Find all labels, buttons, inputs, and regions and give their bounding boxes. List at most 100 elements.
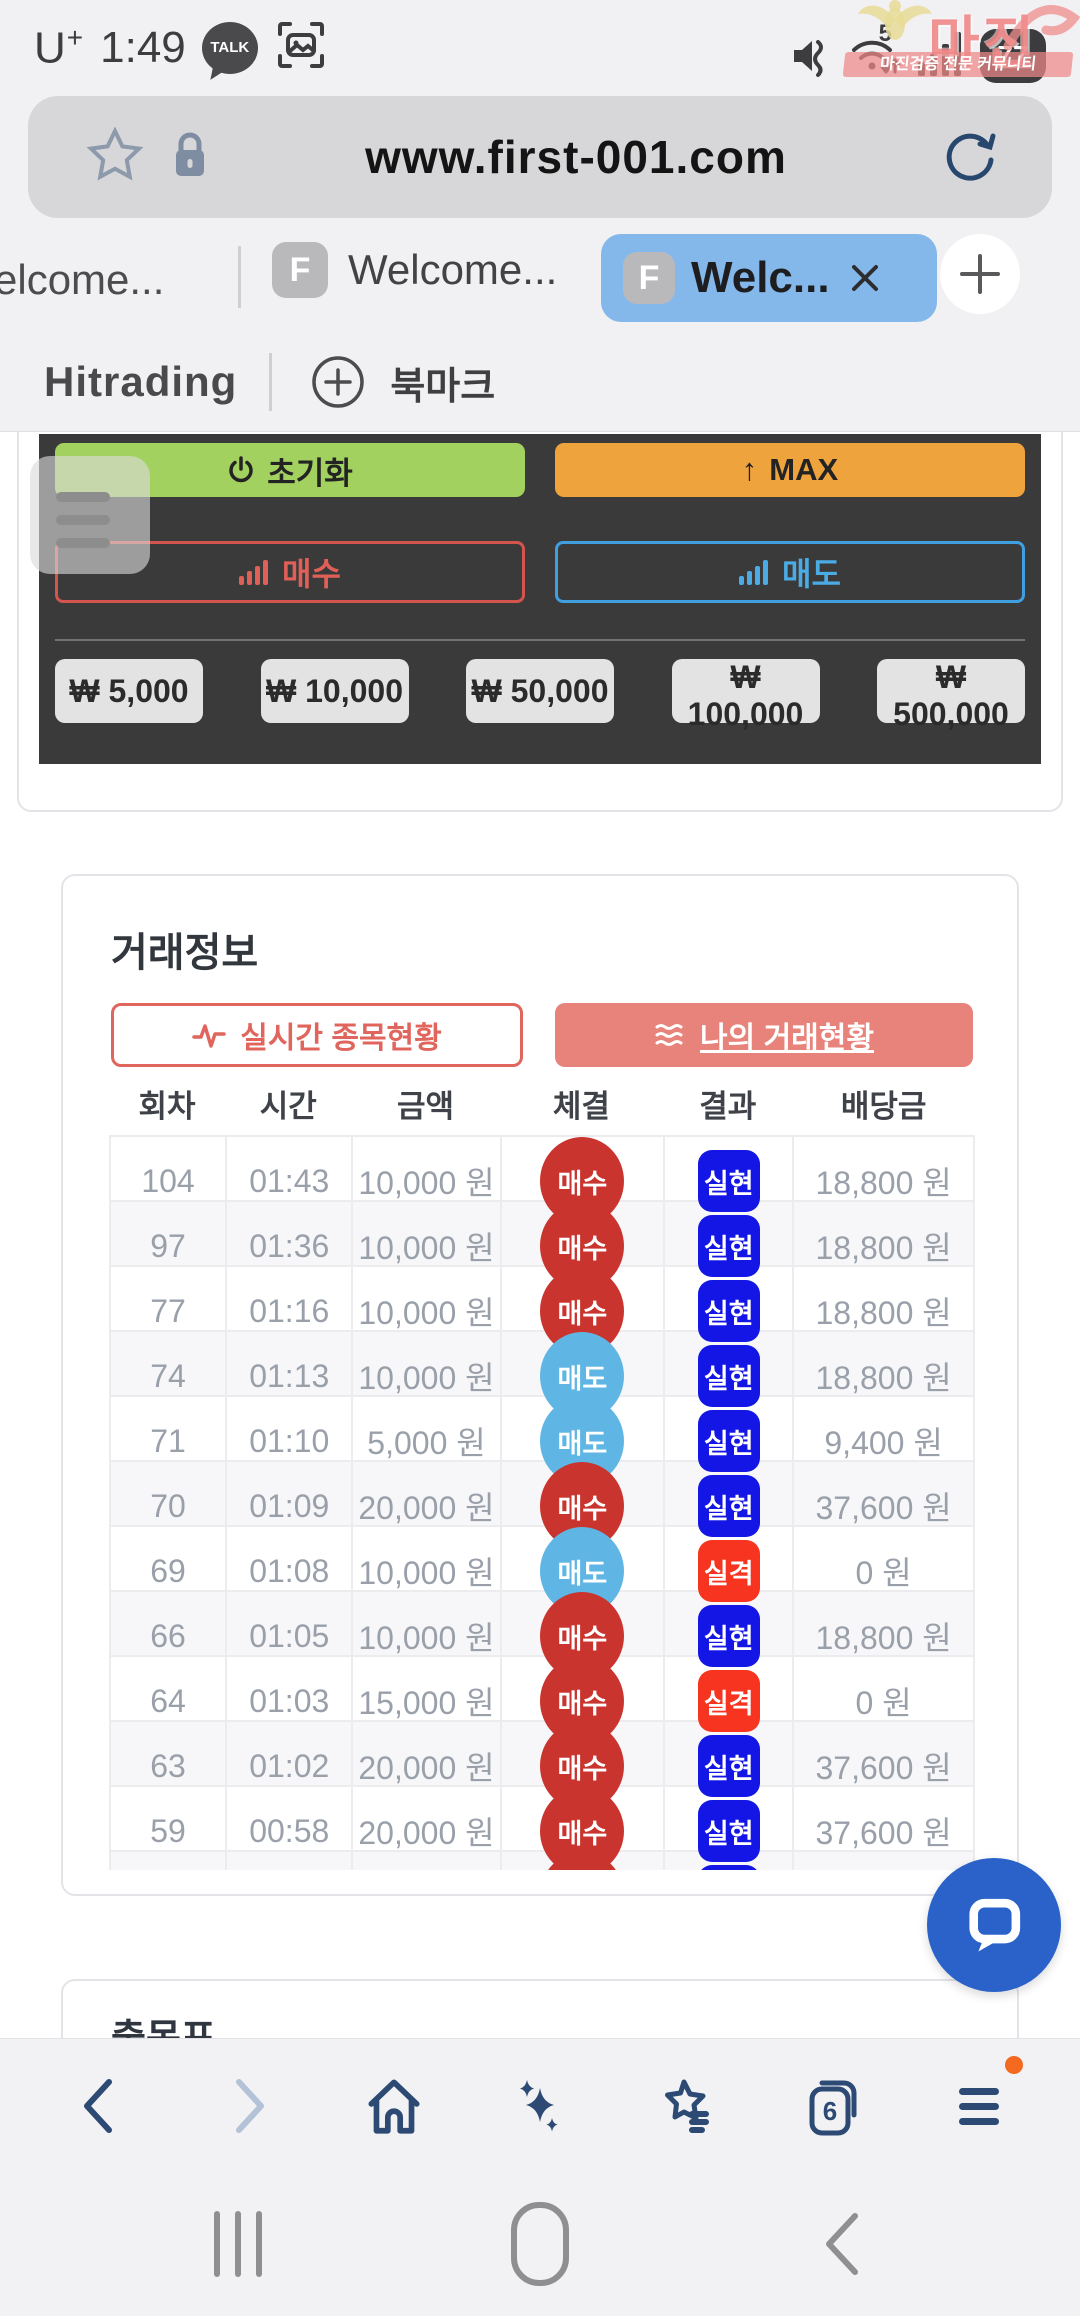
nav-sparkles-ai-button[interactable]: [500, 2066, 580, 2146]
cell-position: 매수: [499, 1722, 664, 1810]
wifi-5g-icon: 5: [848, 20, 904, 83]
cell-round: 97: [109, 1202, 225, 1290]
tab-favicon: F: [623, 252, 675, 304]
header-result: 결과: [699, 1089, 757, 1124]
cell-amount: 20,000 원: [351, 1722, 499, 1810]
cell-time: 01:03: [225, 1657, 351, 1745]
nav-home-button[interactable]: [354, 2066, 434, 2146]
max-label: MAX: [769, 452, 839, 487]
table-row: 59 00:58 20,000 원 매수 실현 37,600 원: [109, 1785, 975, 1870]
quick-amount-button[interactable]: ₩ 5,000: [55, 659, 203, 723]
pulse-icon: [192, 1024, 226, 1048]
nav-forward-button[interactable]: [207, 2066, 287, 2146]
cell-position: 매도: [499, 1332, 664, 1420]
url-bar[interactable]: www.first-001.com: [28, 96, 1052, 218]
cell-payout: 18,800 원: [792, 1592, 975, 1680]
add-bookmark-button[interactable]: 북마크: [310, 354, 495, 410]
cell-amount: 10,000 원: [351, 1332, 499, 1420]
status-bar-right: 5 77: [790, 20, 1046, 83]
cell-round: 69: [109, 1527, 225, 1615]
cell-result: 실현: [663, 1137, 792, 1225]
refresh-icon[interactable]: [942, 126, 1000, 189]
panel-divider: [55, 639, 1025, 641]
signal-bars-icon: [239, 559, 269, 585]
talk-notification-icon: TALK: [201, 21, 258, 74]
chat-fab-button[interactable]: [927, 1858, 1061, 1992]
trading-panel: 초기화 ↑ MAX 매수 매도 ₩ 5,000: [39, 434, 1041, 764]
system-recents-button[interactable]: [203, 2201, 273, 2287]
quick-amount-button[interactable]: ₩ 100,000: [671, 659, 820, 732]
cell-time: 01:36: [225, 1202, 351, 1290]
nav-back-button[interactable]: [61, 2066, 141, 2146]
tab-separator: [238, 246, 241, 308]
table-row: [109, 1850, 975, 1870]
nav-tabs-button[interactable]: 6: [793, 2066, 873, 2146]
cell-payout: 0 원: [792, 1657, 975, 1745]
cell-position: 매수: [499, 1657, 664, 1745]
cell-amount: 15,000 원: [351, 1657, 499, 1745]
close-tab-icon[interactable]: [846, 259, 884, 297]
bookmark-star-icon[interactable]: [86, 125, 144, 188]
add-bookmark-label: 북마크: [390, 365, 496, 408]
system-home-button[interactable]: [505, 2201, 575, 2287]
cell-amount: 10,000 원: [351, 1267, 499, 1355]
nav-menu-button[interactable]: [939, 2055, 1023, 2146]
sell-button[interactable]: 매도: [555, 541, 1025, 603]
browser-chrome: U+ 1:49 TALK: [0, 0, 1080, 432]
up-arrow-icon: ↑: [741, 452, 758, 487]
quick-amounts-row: ₩ 5,000 ₩ 10,000 ₩ 50,000 ₩ 100,000 ₩ 50…: [55, 659, 1025, 732]
sell-label: 매도: [782, 556, 841, 592]
tab-overflow-left[interactable]: elcome...: [0, 256, 165, 303]
result-badge: 실현: [697, 1735, 760, 1797]
header-position: 체결: [552, 1089, 610, 1124]
cell-result: 실현: [663, 1397, 792, 1485]
result-badge: 실격: [697, 1540, 760, 1602]
table-row: 70 01:09 20,000 원 매수 실현 37,600 원: [109, 1460, 975, 1550]
nav-bookmarks-button[interactable]: [646, 2066, 726, 2146]
my-trades-button[interactable]: 나의 거래현황: [555, 1003, 973, 1067]
carrier-label: U+: [34, 21, 85, 73]
result-badge: [697, 1865, 760, 1870]
lock-icon[interactable]: [170, 129, 210, 186]
position-badge: 매도: [540, 1332, 625, 1420]
system-back-button[interactable]: [807, 2201, 877, 2287]
cell-amount: 5,000 원: [351, 1397, 499, 1485]
quick-amount-button[interactable]: ₩ 500,000: [877, 659, 1025, 732]
tab-inactive[interactable]: F Welcome...: [272, 242, 557, 298]
buy-button[interactable]: 매수: [55, 541, 525, 603]
cell-position: 매수: [499, 1787, 664, 1870]
new-tab-button[interactable]: [940, 234, 1020, 314]
cell-time: 01:08: [225, 1527, 351, 1615]
quick-amount-button[interactable]: ₩ 50,000: [466, 659, 614, 723]
browser-bottom-nav: 6: [0, 2038, 1080, 2172]
quick-amount-button[interactable]: ₩ 10,000: [260, 659, 409, 723]
cell-result: 실현: [663, 1267, 792, 1355]
table-body: 104 01:43 10,000 원 매수 실현 18,800 원 97 01:…: [109, 1123, 975, 1870]
table-row: 71 01:10 5,000 원 매도 실현 9,400 원: [109, 1395, 975, 1485]
table-row: 74 01:13 10,000 원 매도 실현 18,800 원: [109, 1330, 975, 1420]
realtime-status-button[interactable]: 실시간 종목현황: [111, 1003, 523, 1067]
wavy-lines-icon: [655, 1024, 683, 1046]
cell-payout: 37,600 원: [792, 1787, 975, 1870]
cell-payout: 18,800 원: [792, 1332, 975, 1420]
screenshot-icon: [274, 18, 328, 77]
table-row: 64 01:03 15,000 원 매수 실격 0 원: [109, 1655, 975, 1745]
cell-time: 01:09: [225, 1462, 351, 1550]
cell-amount: 10,000 원: [351, 1527, 499, 1615]
floating-menu-handle[interactable]: [30, 456, 150, 574]
cell-round: 104: [109, 1137, 225, 1225]
cell-payout: 37,600 원: [792, 1462, 975, 1550]
url-text[interactable]: www.first-001.com: [365, 131, 787, 183]
battery-level: 77: [997, 40, 1029, 71]
tab-active[interactable]: F Welc...: [601, 234, 937, 322]
cell-payout: 18,800 원: [792, 1267, 975, 1355]
result-badge: 실현: [697, 1800, 760, 1862]
result-badge: 실격: [697, 1670, 760, 1732]
cell-result: 실격: [663, 1527, 792, 1615]
my-trades-label: 나의 거래현황: [700, 1022, 874, 1055]
tab-strip: elcome... F Welcome... F Welc...: [0, 228, 1080, 332]
max-button[interactable]: ↑ MAX: [555, 443, 1025, 497]
cell-position: [499, 1852, 664, 1870]
cell-amount: 20,000 원: [351, 1787, 499, 1870]
tab-label: Welc...: [691, 253, 830, 302]
